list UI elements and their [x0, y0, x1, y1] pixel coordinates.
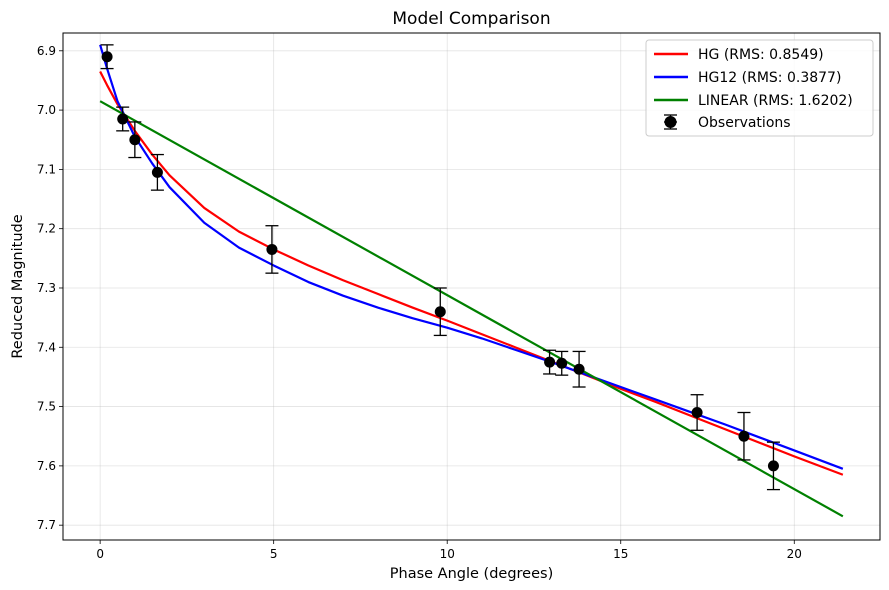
- series-line-hg12: [99, 44, 844, 470]
- observation-point: [128, 121, 142, 159]
- observation-point: [543, 349, 557, 375]
- y-tick-label: 7.7: [37, 518, 56, 532]
- grid: [63, 33, 880, 540]
- legend-label-hg12: HG12 (RMS: 0.3877): [698, 70, 841, 86]
- y-tick-label: 7.2: [37, 222, 56, 236]
- legend-box: [645, 39, 874, 137]
- observation-point: [737, 411, 751, 461]
- legend: HG (RMS: 0.8549) HG12 (RMS: 0.3877) LINE…: [645, 39, 874, 137]
- y-tick-label: 7.3: [37, 281, 56, 295]
- observation-marker: [434, 306, 446, 318]
- observation-point: [116, 106, 130, 132]
- x-tick-label: 15: [613, 547, 628, 561]
- legend-label-linear: LINEAR (RMS: 1.6202): [698, 93, 853, 109]
- observation-marker: [151, 166, 163, 178]
- y-tick-label: 7.6: [37, 459, 56, 473]
- observation-point: [100, 44, 114, 70]
- y-tick-label: 7.4: [37, 340, 56, 354]
- y-tick-label: 7.5: [37, 400, 56, 414]
- plot-frame: [62, 32, 881, 541]
- ticks: 0 5 10 15 20 6.9 7.0 7.1 7.2 7.3 7.4 7.5 7.6 7.7: [37, 44, 802, 561]
- observation-marker: [556, 357, 568, 369]
- observation-marker: [738, 430, 750, 442]
- legend-swatch-observations: [664, 114, 677, 130]
- y-axis-label: Reduced Magnitude: [10, 214, 26, 358]
- observation-marker: [691, 407, 703, 419]
- observation-marker: [117, 113, 129, 125]
- y-tick-label: 7.1: [37, 162, 56, 176]
- series-line-linear: [99, 100, 844, 518]
- x-tick-label: 0: [96, 547, 104, 561]
- x-tick-label: 5: [270, 547, 278, 561]
- observation-point: [433, 287, 447, 337]
- observation-marker: [573, 363, 585, 375]
- observation-point: [690, 394, 704, 431]
- observation-marker: [544, 356, 556, 368]
- observation-point: [555, 350, 569, 376]
- y-tick-label: 6.9: [37, 44, 56, 58]
- y-tick-label: 7.0: [37, 103, 56, 117]
- observation-point: [150, 153, 164, 191]
- legend-label-hg: HG (RMS: 0.8549): [698, 47, 824, 63]
- observation-point: [766, 441, 780, 491]
- observation-marker: [129, 134, 141, 146]
- x-axis-label: Phase Angle (degrees): [390, 566, 553, 582]
- chart-title: Model Comparison: [392, 9, 550, 29]
- observation-marker: [266, 243, 278, 255]
- observations: [100, 44, 780, 491]
- x-tick-label: 10: [440, 547, 455, 561]
- observation-point: [572, 350, 586, 388]
- observation-marker: [767, 460, 779, 472]
- observation-marker: [101, 51, 113, 63]
- legend-label-observations: Observations: [698, 115, 791, 131]
- x-tick-label: 20: [787, 547, 802, 561]
- observation-point: [265, 225, 279, 274]
